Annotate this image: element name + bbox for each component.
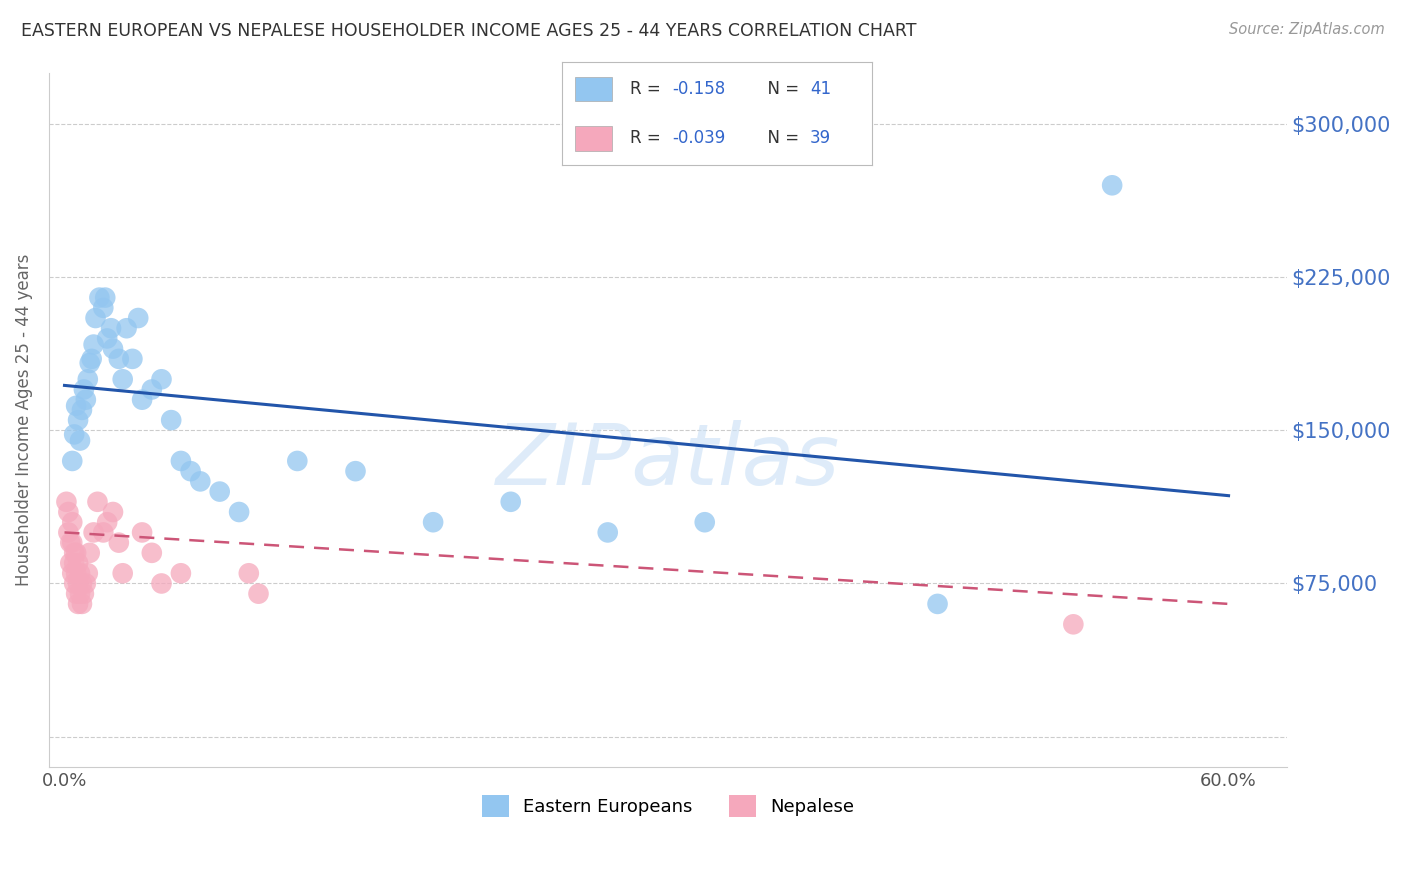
Point (63, 556, 86, 570)
Point (70, 403, 93, 417)
Point (75, 392, 97, 407)
Point (91, 301, 114, 315)
Point (285, 454, 308, 468)
Point (69, 566, 91, 581)
Point (927, 597, 949, 611)
Point (131, 525, 153, 540)
Point (67, 413, 90, 427)
Point (63, 576, 86, 591)
Text: -0.158: -0.158 (672, 80, 725, 98)
Point (69, 587, 91, 601)
Point (55, 495, 77, 509)
Point (208, 484, 231, 499)
Text: Source: ZipAtlas.com: Source: ZipAtlas.com (1229, 22, 1385, 37)
Point (228, 505, 250, 519)
Point (100, 321, 122, 335)
Point (83, 337, 105, 351)
Point (1101, 178, 1123, 193)
Point (83, 525, 105, 540)
Point (76, 372, 98, 386)
Text: R =: R = (630, 129, 666, 147)
Point (63, 546, 86, 560)
Point (86, 495, 108, 509)
Point (73, 383, 96, 397)
Point (111, 566, 134, 581)
Point (1062, 617, 1084, 632)
Point (141, 383, 163, 397)
Point (101, 505, 124, 519)
Point (73, 587, 96, 601)
Point (150, 372, 173, 386)
Text: EASTERN EUROPEAN VS NEPALESE HOUSEHOLDER INCOME AGES 25 - 44 YEARS CORRELATION C: EASTERN EUROPEAN VS NEPALESE HOUSEHOLDER… (21, 22, 917, 40)
Point (60, 535, 83, 549)
FancyBboxPatch shape (575, 77, 612, 102)
Text: 39: 39 (810, 129, 831, 147)
Point (80, 351, 103, 366)
Point (84, 311, 107, 326)
Point (67, 556, 90, 570)
Point (108, 351, 131, 366)
Point (141, 546, 163, 560)
Text: ZIPatlas: ZIPatlas (496, 420, 839, 503)
Point (115, 321, 138, 335)
Point (79, 546, 101, 560)
Point (67, 576, 90, 591)
Point (75, 576, 97, 591)
Text: N =: N = (758, 129, 804, 147)
Point (65, 399, 87, 413)
Point (170, 566, 193, 581)
Point (170, 454, 193, 468)
FancyBboxPatch shape (575, 126, 612, 151)
Point (79, 356, 101, 370)
Text: N =: N = (758, 80, 804, 98)
Point (89, 291, 111, 305)
Point (60, 515, 83, 529)
Point (59, 535, 82, 549)
Point (422, 515, 444, 529)
Point (65, 566, 87, 581)
Point (96, 331, 118, 345)
Point (58, 525, 80, 540)
Point (111, 372, 134, 386)
Point (693, 515, 716, 529)
Text: -0.039: -0.039 (672, 129, 725, 147)
Point (188, 475, 211, 489)
Point (58, 505, 80, 519)
Point (127, 311, 149, 326)
Point (238, 566, 260, 581)
Point (499, 495, 522, 509)
Point (70, 597, 93, 611)
Point (63, 427, 86, 442)
Point (160, 413, 183, 427)
Point (150, 576, 173, 591)
Point (101, 342, 124, 356)
Point (121, 351, 143, 366)
Point (65, 587, 87, 601)
Point (94, 291, 117, 305)
Point (91, 525, 114, 540)
Point (108, 535, 131, 549)
Point (65, 546, 87, 560)
Text: 41: 41 (810, 80, 831, 98)
Point (70, 576, 93, 591)
Legend: Eastern Europeans, Nepalese: Eastern Europeans, Nepalese (474, 788, 862, 824)
Y-axis label: Householder Income Ages 25 - 44 years: Householder Income Ages 25 - 44 years (15, 254, 32, 586)
Point (59, 556, 82, 570)
Point (180, 464, 202, 478)
Point (69, 434, 91, 448)
Point (60, 566, 83, 581)
Point (344, 464, 367, 478)
Text: R =: R = (630, 80, 666, 98)
Point (247, 587, 270, 601)
Point (596, 525, 619, 540)
Point (76, 566, 98, 581)
Point (60, 454, 83, 468)
Point (67, 597, 90, 611)
Point (96, 515, 118, 529)
Point (131, 392, 153, 407)
